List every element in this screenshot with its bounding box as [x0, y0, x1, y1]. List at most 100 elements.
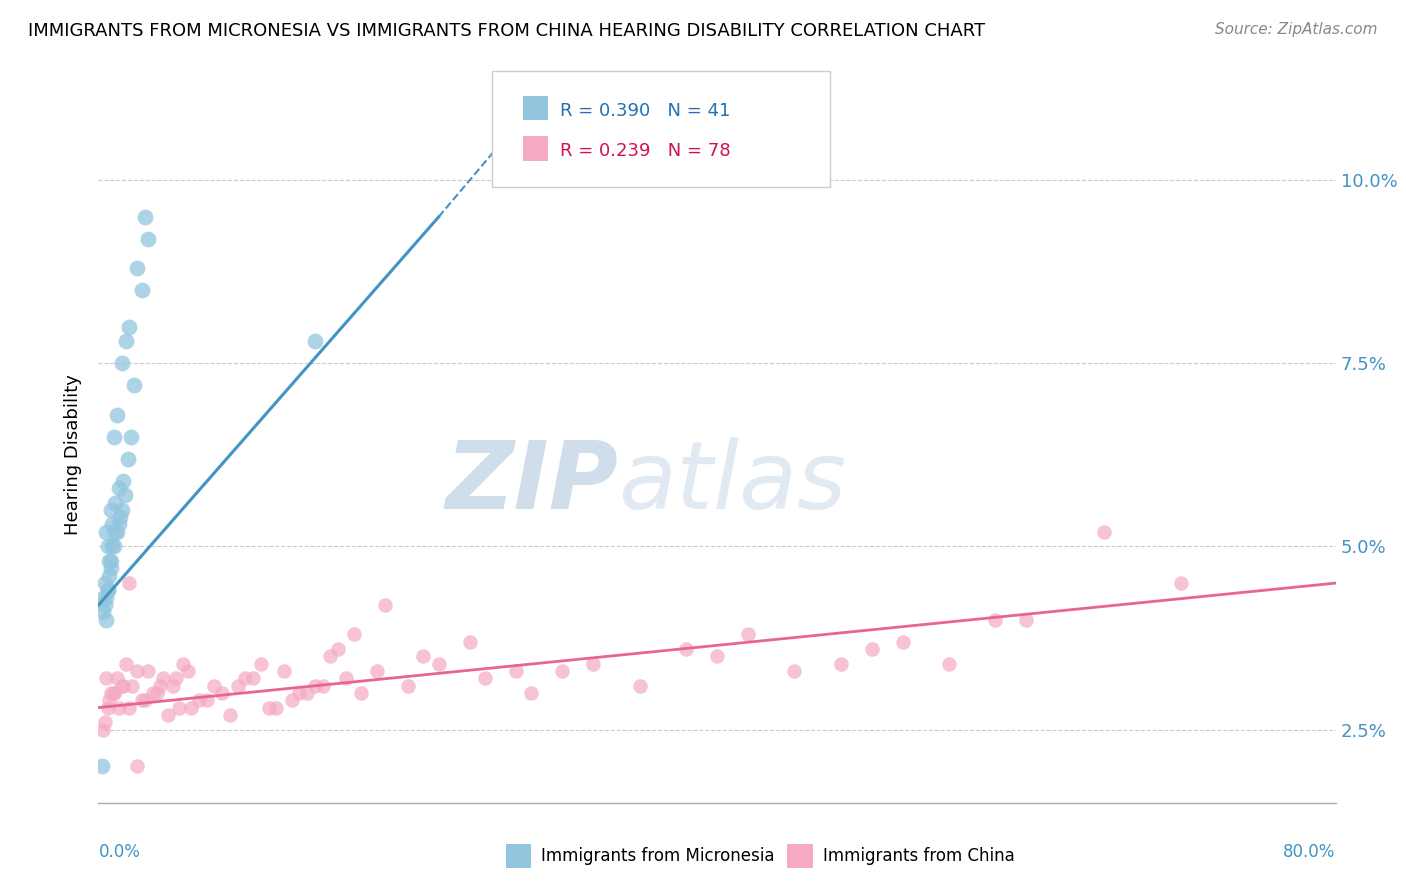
Point [121, 679, 143, 693]
Point [105, 524, 128, 539]
Point [938, 657, 960, 671]
Point [1092, 524, 1115, 539]
Point [114, 488, 136, 502]
Point [582, 657, 605, 671]
Point [162, 679, 184, 693]
Point [97, 583, 120, 598]
Point [127, 759, 149, 773]
Point [100, 686, 122, 700]
Point [101, 517, 124, 532]
Point [136, 232, 159, 246]
Point [96, 671, 118, 685]
Point [173, 657, 195, 671]
Point [98, 554, 121, 568]
Point [107, 481, 129, 495]
Text: R = 0.239   N = 78: R = 0.239 N = 78 [560, 142, 730, 160]
Point [120, 429, 142, 443]
Point [165, 671, 187, 685]
Point [412, 649, 434, 664]
Point [628, 679, 651, 693]
Point [97, 583, 120, 598]
Point [97, 540, 120, 554]
Point [250, 657, 273, 671]
Point [1015, 613, 1038, 627]
Point [131, 283, 153, 297]
Point [134, 210, 156, 224]
Point [343, 627, 366, 641]
Point [103, 686, 125, 700]
Point [91, 723, 114, 737]
Point [136, 664, 159, 678]
Point [100, 503, 122, 517]
Point [115, 657, 138, 671]
Point [149, 679, 172, 693]
Point [520, 686, 543, 700]
Text: ZIP: ZIP [446, 437, 619, 529]
Point [288, 686, 311, 700]
Point [195, 693, 218, 707]
Point [505, 664, 527, 678]
Point [204, 679, 226, 693]
Point [257, 700, 280, 714]
Point [118, 576, 141, 591]
Point [96, 524, 118, 539]
Point [134, 693, 156, 707]
Point [146, 686, 169, 700]
Point [374, 598, 396, 612]
Point [105, 671, 128, 685]
Point [117, 451, 139, 466]
Point [167, 700, 190, 714]
Point [96, 591, 118, 605]
Point [474, 671, 496, 685]
Point [242, 671, 264, 685]
Point [118, 700, 141, 714]
Point [127, 664, 149, 678]
Text: Source: ZipAtlas.com: Source: ZipAtlas.com [1215, 22, 1378, 37]
Point [177, 664, 200, 678]
Point [112, 679, 135, 693]
Point [104, 495, 127, 509]
Point [297, 686, 319, 700]
Point [90, 759, 112, 773]
Point [860, 642, 883, 657]
Point [157, 707, 180, 722]
Point [675, 642, 697, 657]
Point [96, 613, 118, 627]
Point [326, 642, 350, 657]
Point [103, 686, 125, 700]
Point [312, 679, 335, 693]
Point [91, 606, 114, 620]
Point [111, 503, 134, 517]
Text: Immigrants from Micronesia: Immigrants from Micronesia [541, 847, 775, 865]
Point [783, 664, 806, 678]
Point [105, 408, 128, 422]
Point [122, 378, 145, 392]
Point [366, 664, 388, 678]
Point [111, 679, 134, 693]
Point [98, 693, 121, 707]
Point [188, 693, 211, 707]
Point [111, 356, 134, 370]
Point [115, 334, 138, 349]
Text: Immigrants from China: Immigrants from China [823, 847, 1014, 865]
Point [891, 634, 914, 648]
Point [427, 657, 450, 671]
Point [1170, 576, 1192, 591]
Point [211, 686, 233, 700]
Text: IMMIGRANTS FROM MICRONESIA VS IMMIGRANTS FROM CHINA HEARING DISABILITY CORRELATI: IMMIGRANTS FROM MICRONESIA VS IMMIGRANTS… [28, 22, 986, 40]
Point [100, 561, 122, 575]
Text: atlas: atlas [619, 437, 846, 528]
Point [131, 693, 153, 707]
Point [101, 540, 124, 554]
Point [551, 664, 574, 678]
Point [103, 429, 125, 443]
Point [98, 568, 121, 582]
Point [100, 554, 122, 568]
Point [458, 634, 481, 648]
Point [235, 671, 257, 685]
Point [984, 613, 1007, 627]
Point [112, 474, 135, 488]
Point [91, 591, 114, 605]
Point [266, 700, 288, 714]
Point [104, 524, 127, 539]
